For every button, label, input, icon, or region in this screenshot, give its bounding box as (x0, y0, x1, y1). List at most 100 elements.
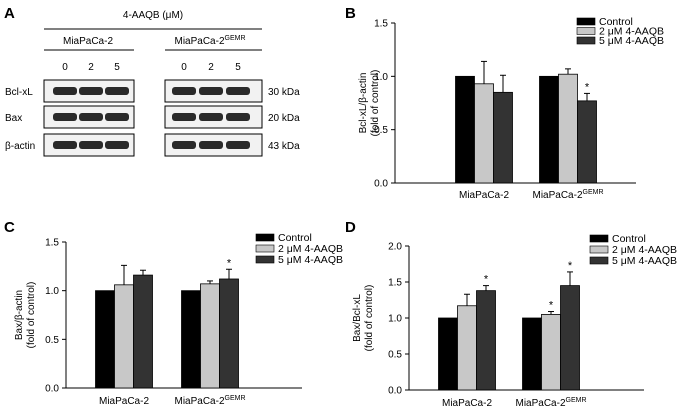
bar (181, 290, 201, 389)
blot-cellline-2-name: MiaPaCa-2 (174, 36, 224, 47)
legend-label: 5 μM 4-AAQB (278, 254, 343, 266)
y-tick-label: 1.5 (374, 19, 388, 30)
protein-band (53, 141, 77, 149)
y-tick-label: 1.0 (45, 286, 59, 297)
category-label: MiaPaCa-2GEMR (532, 189, 603, 201)
significance-star: * (227, 257, 232, 269)
protein-band (199, 141, 223, 149)
protein-label: β-actin (5, 141, 35, 152)
y-tick-label: 1.5 (45, 238, 59, 249)
category-name: MiaPaCa-2 (515, 398, 565, 409)
band-size-label: 30 kDa (268, 87, 300, 98)
y-axis-label: (fold of control) (370, 70, 381, 137)
blot-cellline-2-sup: GEMR (225, 35, 246, 42)
y-tick-label: 0.0 (388, 386, 402, 397)
protein-band (105, 141, 129, 149)
legend-label: 5 μM 4-AAQB (599, 35, 664, 47)
legend-swatch (255, 233, 275, 242)
dose-label: 0 (62, 62, 68, 73)
legend-swatch (576, 27, 596, 35)
category-superscript: GEMR (566, 397, 587, 404)
panel-letter: B (345, 5, 356, 22)
protein-band (172, 141, 196, 149)
y-tick-label: 0.5 (45, 335, 59, 346)
dose-label: 2 (88, 62, 94, 73)
chart-b: B 0.0 0.5 1.0 1.5 Bcl-xL/β-actin (fold of cont… (345, 5, 664, 201)
bar (455, 75, 475, 184)
y-axis-label: (fold of control) (364, 285, 375, 352)
category-label: MiaPaCa-2GEMR (174, 395, 245, 407)
legend-label: 2 μM 4-AAQB (612, 244, 677, 256)
bar (200, 283, 220, 389)
protein-band (226, 113, 250, 121)
legend-swatch (255, 255, 275, 264)
category-label: MiaPaCa-2 (442, 398, 492, 409)
legend-label: Control (599, 16, 633, 28)
significance-star: * (549, 300, 554, 312)
legend-swatch (589, 234, 609, 243)
protein-band (79, 141, 103, 149)
protein-band (79, 87, 103, 95)
legend-label: 2 μM 4-AAQB (599, 26, 664, 38)
y-tick-label: 1.0 (388, 314, 402, 325)
legend-label: 5 μM 4-AAQB (612, 255, 677, 267)
bar (541, 313, 561, 391)
protein-label: Bax (5, 113, 22, 124)
dose-label: 0 (181, 62, 187, 73)
y-tick-label: 0.0 (374, 179, 388, 190)
bar (560, 285, 580, 391)
chart-d: D 0.0 0.5 1.0 1.5 2.0 Bax/Bcl-xL (fold of contr… (345, 219, 677, 409)
y-axis-label: Bax/Bcl-xL (352, 294, 363, 342)
protein-band (172, 113, 196, 121)
legend-label: 2 μM 4-AAQB (278, 243, 343, 255)
category-superscript: GEMR (225, 395, 246, 402)
bar (558, 73, 578, 184)
bar (114, 284, 134, 389)
legend-swatch (589, 245, 609, 254)
category-label: MiaPaCa-2 (459, 190, 509, 201)
category-name: MiaPaCa-2 (99, 396, 149, 407)
bar (219, 278, 239, 389)
legend-label: Control (612, 233, 646, 245)
bar (539, 75, 559, 184)
blot-cellline-2: MiaPaCa-2GEMR (174, 35, 245, 47)
protein-band (105, 113, 129, 121)
bar (474, 83, 494, 184)
bar (577, 100, 597, 184)
protein-band (199, 87, 223, 95)
legend-label: Control (278, 232, 312, 244)
panel-letter: D (345, 219, 356, 236)
y-tick-label: 0.5 (374, 125, 388, 136)
band-size-label: 43 kDa (268, 141, 300, 152)
category-superscript: GEMR (583, 189, 604, 196)
blot-cellline-1: MiaPaCa-2 (63, 36, 113, 47)
y-tick-label: 0.0 (45, 384, 59, 395)
protein-band (53, 87, 77, 95)
dose-label: 5 (114, 62, 120, 73)
dose-label: 5 (235, 62, 241, 73)
legend-swatch (589, 256, 609, 265)
legend-swatch (576, 17, 596, 26)
protein-band (53, 113, 77, 121)
bar (493, 91, 513, 184)
y-axis-label: Bcl-xL/β-actin (358, 73, 369, 134)
bar (438, 317, 458, 391)
significance-star: * (568, 260, 573, 272)
y-axis-label: (fold of control) (26, 282, 37, 349)
panel-letter-a: A (4, 5, 15, 22)
panel-letter: C (4, 219, 15, 236)
y-tick-label: 1.0 (374, 72, 388, 83)
blot-cellline-1-name: MiaPaCa-2 (63, 36, 113, 47)
blot-dose-labels: 0 2 5 0 2 5 (62, 62, 241, 73)
bar (457, 305, 477, 391)
blot-rows: Bcl-xL 30 kDa Bax 20 kDa β-actin 43 kDa (5, 79, 300, 157)
category-label: MiaPaCa-2GEMR (515, 397, 586, 409)
y-tick-label: 0.5 (388, 350, 402, 361)
y-tick-label: 1.5 (388, 278, 402, 289)
protein-band (79, 113, 103, 121)
bar (522, 317, 542, 391)
legend-swatch (255, 244, 275, 253)
category-name: MiaPaCa-2 (459, 190, 509, 201)
y-tick-label: 2.0 (388, 242, 402, 253)
